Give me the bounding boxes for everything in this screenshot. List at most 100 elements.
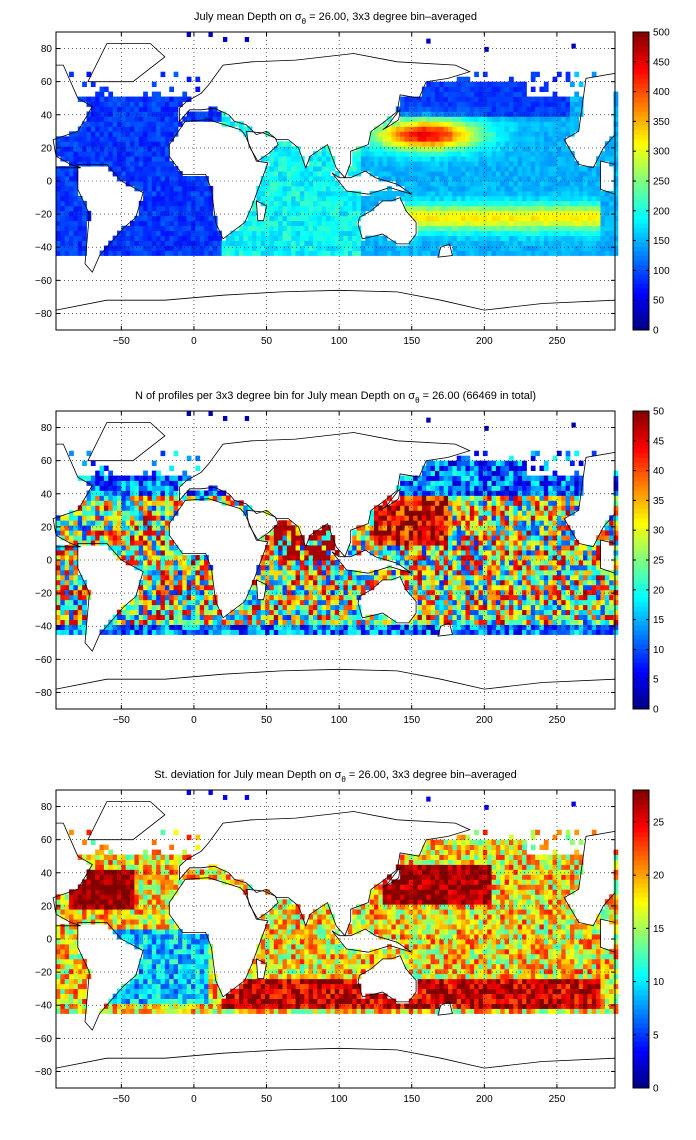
heatmap-cell xyxy=(478,181,484,187)
heatmap-cell xyxy=(147,131,153,137)
heatmap-cell xyxy=(596,220,601,227)
heatmap-cell xyxy=(360,530,366,536)
heatmap-cell xyxy=(56,181,61,187)
colorbar-step xyxy=(633,227,649,233)
heatmap-cell xyxy=(265,185,270,192)
heatmap-cell xyxy=(186,210,192,217)
heatmap-cell xyxy=(77,510,83,516)
heatmap-cell xyxy=(378,520,384,526)
heatmap-cell xyxy=(326,195,331,202)
heatmap-cell xyxy=(495,91,501,97)
heatmap-cell xyxy=(334,185,340,192)
heatmap-cell xyxy=(404,121,410,127)
heatmap-cell xyxy=(312,535,318,541)
heatmap-cell xyxy=(247,624,253,630)
heatmap-cell xyxy=(265,200,270,207)
heatmap-cell xyxy=(382,574,388,581)
heatmap-cell xyxy=(469,141,475,147)
heatmap-cell xyxy=(347,589,353,596)
heatmap-cell xyxy=(539,200,545,207)
heatmap-cell xyxy=(182,210,188,217)
heatmap-cell xyxy=(182,176,188,182)
heatmap-cell xyxy=(426,205,432,212)
heatmap-cell xyxy=(177,629,183,635)
heatmap-cell xyxy=(64,599,70,606)
heatmap-cell xyxy=(286,220,292,227)
heatmap-cell xyxy=(134,116,140,122)
heatmap-cell xyxy=(430,151,436,157)
heatmap-cell xyxy=(265,181,270,187)
heatmap-cell xyxy=(513,200,519,207)
heatmap-cell xyxy=(456,190,462,197)
heatmap-cell xyxy=(160,589,166,596)
heatmap-cell xyxy=(426,569,432,576)
heatmap-cell xyxy=(299,185,305,192)
heatmap-cell xyxy=(583,240,588,246)
heatmap-cell xyxy=(565,215,571,222)
heatmap-cell xyxy=(417,555,423,561)
heatmap-cell xyxy=(147,495,153,501)
heatmap-cell xyxy=(469,156,475,162)
heatmap-cell xyxy=(343,205,349,212)
heatmap-cell xyxy=(378,146,384,152)
heatmap-cell xyxy=(526,235,532,241)
heatmap-cell xyxy=(439,96,445,102)
heatmap-cell xyxy=(339,589,344,596)
heatmap-cell xyxy=(278,166,283,172)
heatmap-cell xyxy=(596,225,601,232)
heatmap-cell xyxy=(138,106,144,112)
heatmap-cell xyxy=(604,195,610,202)
heatmap-cell xyxy=(408,166,414,172)
heatmap-cell xyxy=(439,185,445,192)
colorbar-step xyxy=(633,120,649,126)
heatmap-cell xyxy=(382,166,388,172)
heatmap-cell xyxy=(243,614,249,620)
heatmap-cell xyxy=(526,240,532,246)
heatmap-cell xyxy=(504,106,510,112)
heatmap-cell xyxy=(513,136,519,142)
heatmap-cell xyxy=(82,161,87,167)
heatmap-cell xyxy=(382,530,388,536)
heatmap-cell xyxy=(95,540,100,546)
heatmap-cell xyxy=(487,205,492,212)
heatmap-cell xyxy=(73,136,79,142)
heatmap-cell xyxy=(116,485,122,491)
heatmap-cell xyxy=(295,584,301,591)
colorbar-step xyxy=(633,36,649,42)
heatmap-cell xyxy=(299,225,305,232)
heatmap-cell xyxy=(317,579,323,586)
heatmap-cell xyxy=(112,624,118,630)
heatmap-cell xyxy=(230,624,235,630)
heatmap-cell xyxy=(73,151,79,157)
heatmap-cell xyxy=(86,515,92,521)
heatmap-cell xyxy=(121,629,127,635)
heatmap-cell xyxy=(334,624,340,630)
heatmap-cell xyxy=(426,151,432,157)
heatmap-cell xyxy=(116,619,122,625)
heatmap-cell xyxy=(426,584,432,591)
heatmap-cell xyxy=(204,624,209,630)
heatmap-cell xyxy=(487,190,492,197)
heatmap-cell xyxy=(282,235,288,241)
heatmap-cell xyxy=(378,131,384,137)
heatmap-cell xyxy=(587,245,593,251)
heatmap-cell xyxy=(417,195,423,202)
heatmap-cell xyxy=(478,156,484,162)
heatmap-cell xyxy=(304,584,310,591)
heatmap-cell xyxy=(413,250,418,256)
heatmap-cell xyxy=(526,116,532,122)
heatmap-cell xyxy=(95,96,100,102)
heatmap-cell xyxy=(382,131,388,137)
heatmap-cell xyxy=(195,569,201,576)
heatmap-cell xyxy=(417,190,423,197)
heatmap-cell xyxy=(238,624,244,630)
heatmap-cell xyxy=(535,141,540,147)
heatmap-cell xyxy=(321,579,327,586)
heatmap-cell xyxy=(191,564,196,571)
heatmap-cell xyxy=(260,535,266,541)
heatmap-cell xyxy=(151,176,157,182)
heatmap-cell xyxy=(556,195,562,202)
heatmap-cell xyxy=(395,500,401,506)
heatmap-cell xyxy=(456,240,462,246)
heatmap-cell xyxy=(330,540,336,546)
